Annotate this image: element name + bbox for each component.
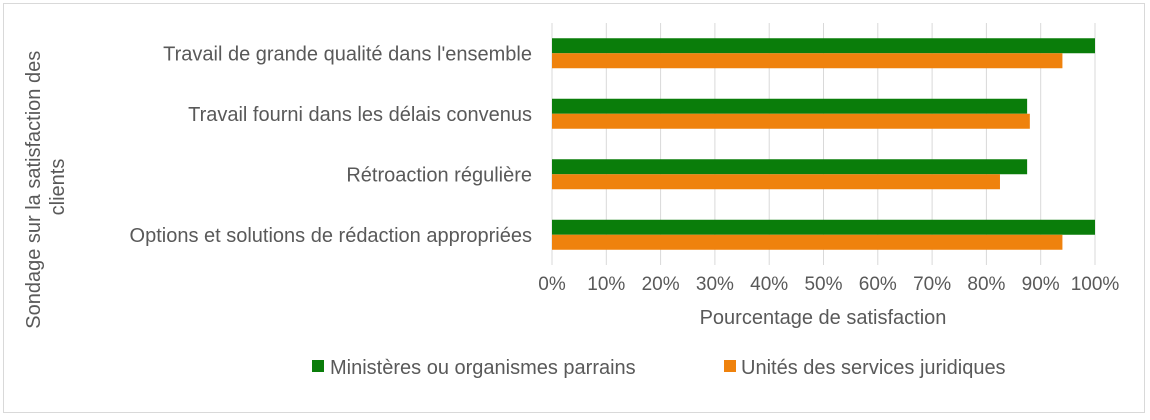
bar-ministeres [552, 38, 1095, 54]
y-axis-title-line-1: Sondage sur la satisfaction des [23, 51, 45, 329]
bar-ministeres [552, 159, 1028, 175]
bars [552, 38, 1095, 250]
x-tick-label: 0% [538, 274, 566, 295]
legend-label-unites: Unités des services juridiques [741, 357, 1006, 379]
x-tick-label: 30% [696, 274, 734, 295]
bar-ministeres [552, 98, 1028, 114]
x-tick-label: 90% [1022, 274, 1060, 295]
legend-swatch-ministeres [312, 360, 324, 372]
x-tick-label: 100% [1071, 274, 1120, 295]
x-axis-title: Pourcentage de satisfaction [700, 307, 947, 329]
category-label: Options et solutions de rédaction approp… [130, 225, 532, 247]
x-tick-label: 20% [642, 274, 680, 295]
y-axis-title: Sondage sur la satisfaction des clients [23, 45, 69, 329]
legend: Ministères ou organismes parrains Unités… [312, 357, 1006, 379]
bar-unites [552, 113, 1030, 129]
x-tick-labels: 0% 10% 20% 30% 40% 50% 60% 70% 80% 90% 100% [538, 274, 1119, 295]
bar-unites [552, 53, 1063, 69]
y-axis-title-line-2: clients [47, 159, 69, 216]
x-tick-label: 70% [913, 274, 951, 295]
category-label: Rétroaction régulière [346, 164, 532, 186]
legend-label-ministeres: Ministères ou organismes parrains [330, 357, 636, 379]
chart-frame [3, 3, 1145, 413]
category-label: Travail de grande qualité dans l'ensembl… [163, 43, 532, 65]
x-tick-label: 60% [859, 274, 897, 295]
x-tick-label: 50% [804, 274, 842, 295]
category-labels: Travail de grande qualité dans l'ensembl… [130, 43, 532, 247]
x-tick-label: 10% [587, 274, 625, 295]
bar-unites [552, 234, 1063, 250]
x-tick-label: 40% [750, 274, 788, 295]
category-label: Travail fourni dans les délais convenus [188, 104, 532, 126]
x-tick-label: 80% [967, 274, 1005, 295]
legend-swatch-unites [724, 360, 736, 372]
bar-ministeres [552, 219, 1095, 235]
bar-unites [552, 174, 1000, 190]
